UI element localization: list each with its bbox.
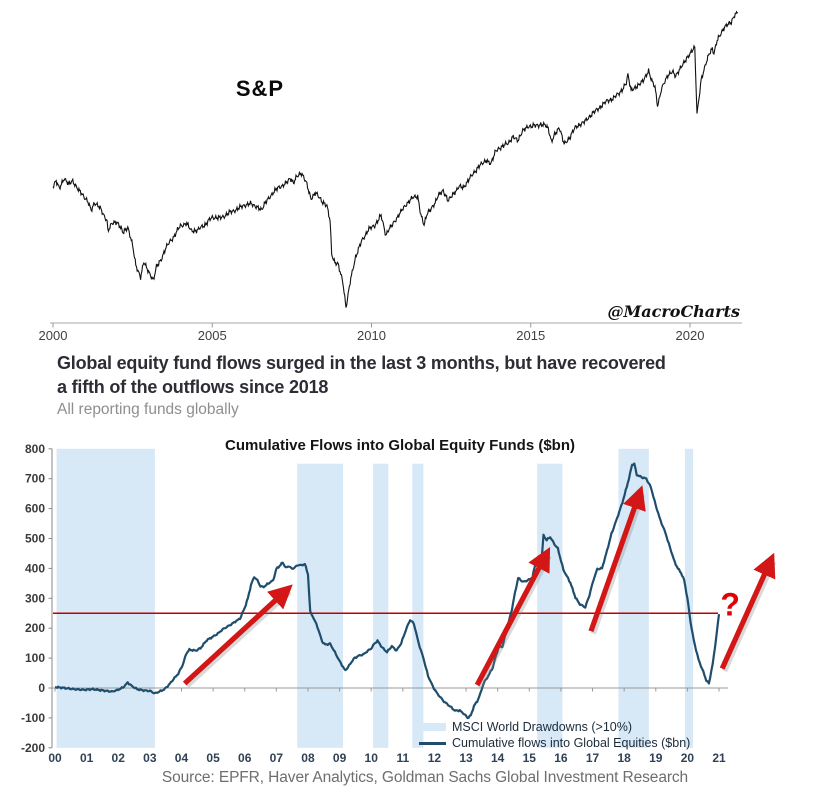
headline-subtitle: All reporting funds globally xyxy=(57,401,239,418)
sp-chart: 2000 2005 2010 2015 2020 xyxy=(39,10,742,343)
flows-x-tick-label: 02 xyxy=(112,751,126,765)
flows-x-tick-label: 09 xyxy=(333,751,347,765)
flows-y-tick-label: -200 xyxy=(21,741,45,755)
legend-label-flows: Cumulative flows into Global Equities ($… xyxy=(452,736,691,750)
flows-x-tick-label: 08 xyxy=(301,751,315,765)
sp-x-tick-label: 2000 xyxy=(39,328,68,343)
flows-chart: 00 01 02 03 04 05 06 07 08 09 10 11 12 13 14 15 16 17 18 19… xyxy=(21,442,777,765)
flows-x-tick-label: 20 xyxy=(681,751,695,765)
trend-arrow xyxy=(474,547,551,687)
flows-y-tick-label: 700 xyxy=(25,472,45,486)
flows-y-tick-label: -100 xyxy=(21,711,45,725)
trend-arrow xyxy=(588,485,646,633)
drawdown-band xyxy=(618,448,649,748)
drawdown-band-swatch xyxy=(419,723,446,731)
flows-x-tick-label: 04 xyxy=(175,751,189,765)
flows-x-tick-label: 13 xyxy=(459,751,473,765)
flows-line-swatch xyxy=(419,741,446,745)
flows-x-tick-label: 00 xyxy=(48,751,62,765)
legend-item-drawdowns: MSCI World Drawdowns (>10%) xyxy=(419,719,779,735)
flows-y-tick-label: 200 xyxy=(25,621,45,635)
legend-item-flows: Cumulative flows into Global Equities ($… xyxy=(419,735,779,751)
flows-x-tick-label: 16 xyxy=(554,751,568,765)
flows-x-tick-label: 14 xyxy=(491,751,505,765)
drawdown-band xyxy=(56,448,155,748)
flows-x-tick-label: 18 xyxy=(617,751,631,765)
drawdown-band xyxy=(684,448,694,748)
arrow-shadow xyxy=(591,493,645,635)
headline-line-2: a fifth of the outflows since 2018 xyxy=(57,377,329,397)
drawdown-band xyxy=(412,463,424,748)
arrow-shadow xyxy=(185,589,292,688)
flows-x-tick-label: 21 xyxy=(712,751,726,765)
flows-x-tick-label: 11 xyxy=(396,751,409,765)
flows-y-tick-label: 100 xyxy=(25,651,45,665)
flows-legend: MSCI World Drawdowns (>10%) Cumulative f… xyxy=(419,719,779,751)
question-mark-annotation: ? xyxy=(720,586,740,622)
flows-y-tick-label: 400 xyxy=(25,561,45,575)
macrocharts-watermark: @MacroCharts xyxy=(607,302,740,321)
legend-label-drawdowns: MSCI World Drawdowns (>10%) xyxy=(452,720,633,734)
flows-y-tick-label: 300 xyxy=(25,591,45,605)
drawdown-band xyxy=(373,463,389,748)
flows-y-tick-label: 0 xyxy=(38,681,45,695)
headline: Global equity fund flows surged in the l… xyxy=(57,351,737,399)
headline-line-1: Global equity fund flows surged in the l… xyxy=(57,353,666,373)
trend-arrow xyxy=(182,584,293,686)
flows-x-tick-label: 12 xyxy=(428,751,442,765)
flows-x-tick-label: 10 xyxy=(365,751,379,765)
sp-x-tick-label: 2020 xyxy=(676,328,705,343)
sp-price-line xyxy=(52,10,739,308)
drawdown-band xyxy=(297,463,344,748)
sp-x-tick-label: 2015 xyxy=(516,328,545,343)
flows-x-tick-label: 19 xyxy=(649,751,663,765)
flows-y-tick-label: 800 xyxy=(25,442,45,456)
flows-x-tick-label: 17 xyxy=(586,751,600,765)
flows-x-tick-label: 15 xyxy=(523,751,537,765)
source-attribution: Source: EPFR, Haver Analytics, Goldman S… xyxy=(161,769,689,786)
arrow-shadow xyxy=(722,560,777,673)
flows-chart-title: Cumulative Flows into Global Equity Fund… xyxy=(224,437,575,454)
arrow-shadow xyxy=(477,554,552,689)
sp-chart-title: S&P xyxy=(235,76,285,101)
flows-y-tick-label: 500 xyxy=(25,532,45,546)
drawdown-band xyxy=(537,463,563,748)
flows-x-tick-label: 03 xyxy=(143,751,157,765)
flows-x-tick-label: 06 xyxy=(238,751,252,765)
flows-x-tick-label: 01 xyxy=(80,751,94,765)
flows-x-tick-label: 05 xyxy=(206,751,220,765)
flows-x-tick-label: 07 xyxy=(270,751,284,765)
sp-x-tick-label: 2005 xyxy=(198,328,227,343)
sp-x-tick-label: 2010 xyxy=(357,328,386,343)
trend-arrow xyxy=(719,552,776,670)
flows-line xyxy=(54,462,721,720)
flows-y-tick-label: 600 xyxy=(25,502,45,516)
